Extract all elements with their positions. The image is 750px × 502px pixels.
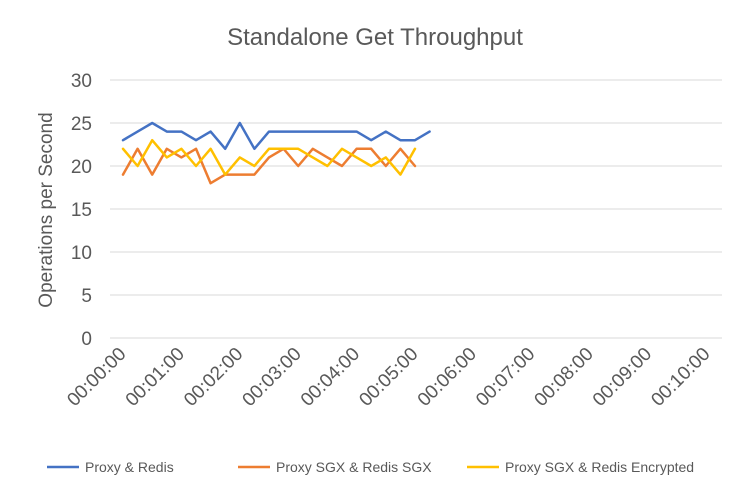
series-lines <box>121 121 431 185</box>
y-tick-label: 25 <box>71 114 92 135</box>
y-tick-label: 15 <box>71 200 92 221</box>
chart-title: Standalone Get Throughput <box>227 24 523 51</box>
y-tick-label: 30 <box>71 71 92 92</box>
series-line-1 <box>121 121 431 151</box>
legend-label: Proxy SGX & Redis SGX <box>276 459 432 475</box>
series-line-2 <box>121 147 417 185</box>
legend-label: Proxy & Redis <box>85 459 174 475</box>
y-tick-labels: 0 5 10 15 20 25 30 <box>71 71 92 350</box>
y-tick-label: 0 <box>81 329 92 350</box>
legend: Proxy & Redis Proxy SGX & Redis SGX Proxy … <box>47 459 694 475</box>
legend-label: Proxy SGX & Redis Encrypted <box>505 459 694 475</box>
y-tick-label: 10 <box>71 243 92 264</box>
y-tick-label: 5 <box>81 286 92 307</box>
series-line-3 <box>121 138 417 176</box>
y-tick-label: 20 <box>71 157 92 178</box>
y-axis-label: Operations per Second <box>36 112 57 307</box>
